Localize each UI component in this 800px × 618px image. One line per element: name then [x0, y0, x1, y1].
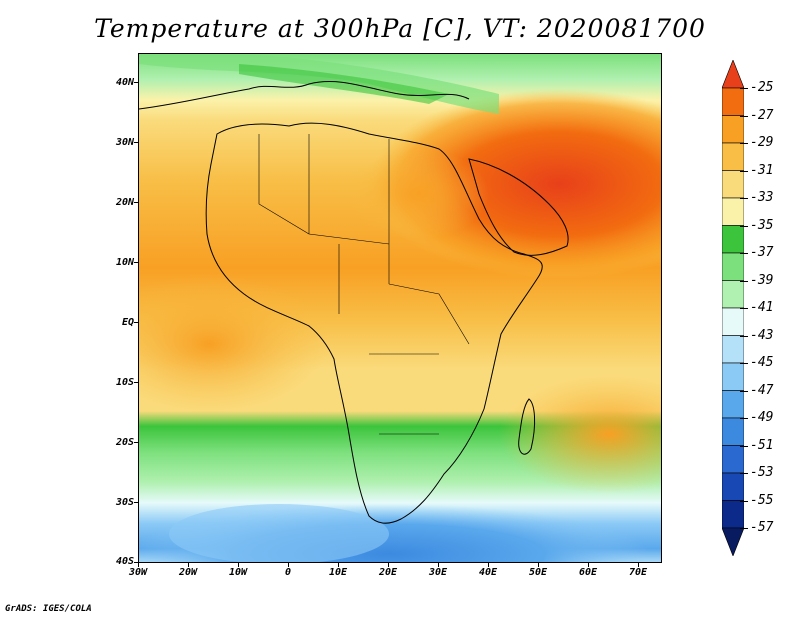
map-title: Temperature at 300hPa [C], VT: 202008170… — [94, 14, 706, 43]
colorbar-tick — [740, 528, 748, 529]
lon-label: 60E — [578, 567, 598, 578]
colorbar-tick — [740, 88, 748, 89]
lon-label: 50E — [528, 567, 548, 578]
colorbar-tick — [740, 335, 748, 337]
lat-tick — [134, 82, 138, 83]
colorbar-cell — [722, 335, 744, 364]
colorbar-cell — [722, 170, 744, 199]
colorbar-tick — [740, 170, 748, 172]
lat-label: 30S — [115, 497, 134, 508]
colorbar-label: -51 — [750, 437, 774, 453]
colorbar-label: -25 — [750, 80, 774, 95]
lat-tick — [134, 562, 138, 563]
lat-label: 20S — [115, 437, 134, 448]
colorbar-cell — [722, 417, 744, 446]
lon-label: 10W — [228, 567, 248, 578]
lat-tick — [134, 442, 138, 443]
lat-tick — [134, 382, 138, 383]
lat-tick — [134, 202, 138, 203]
lat-label: 10S — [115, 377, 134, 388]
colorbar-label: -45 — [750, 355, 774, 370]
colorbar-tick — [740, 473, 748, 474]
lat-tick — [134, 502, 138, 503]
colorbar-label: -53 — [750, 465, 774, 480]
lat-label: 20N — [115, 197, 134, 208]
temperature-map[interactable] — [138, 53, 662, 563]
lon-tick — [438, 563, 439, 567]
colorbar-tick — [740, 198, 748, 199]
colorbar-cell — [722, 445, 744, 474]
lon-tick — [538, 563, 539, 567]
lat-tick — [134, 142, 138, 143]
lon-label: 30W — [128, 567, 148, 578]
colorbar-cell — [722, 472, 744, 501]
colorbar-cell — [722, 527, 744, 556]
lon-tick — [338, 563, 339, 567]
colorbar-tick — [740, 363, 748, 364]
colorbar-label: -47 — [750, 382, 774, 398]
colorbar-cell — [722, 197, 744, 226]
temperature-field — [139, 54, 661, 562]
colorbar-tick — [740, 418, 748, 419]
colorbar-tick — [740, 225, 748, 227]
credit-text: GrADS: IGES/COLA — [5, 604, 92, 614]
lat-label: 10N — [115, 257, 134, 268]
lon-tick — [488, 563, 489, 567]
colorbar-label: -27 — [750, 107, 774, 123]
colorbar-cell — [722, 115, 744, 144]
lon-tick — [188, 563, 189, 567]
colorbar-tick — [740, 500, 748, 502]
lon-tick — [238, 563, 239, 567]
lat-tick — [134, 262, 138, 263]
lon-tick — [588, 563, 589, 567]
colorbar-tick — [740, 253, 748, 254]
lon-label: 40E — [478, 567, 498, 578]
colorbar-cell — [722, 500, 744, 529]
colorbar-cell — [722, 142, 744, 171]
colorbar-label: -37 — [750, 245, 774, 260]
lon-label: 70E — [628, 567, 648, 578]
colorbar-tick — [740, 115, 748, 117]
lat-label: 30N — [115, 137, 134, 148]
lat-label: 40N — [115, 77, 134, 88]
lon-label: 20W — [178, 567, 198, 578]
lat-tick — [134, 322, 138, 323]
colorbar-label: -31 — [750, 162, 774, 178]
lon-tick — [638, 563, 639, 567]
colorbar-cell — [722, 60, 744, 89]
colorbar-label: -43 — [750, 327, 774, 343]
colorbar-label: -33 — [750, 190, 774, 205]
colorbar-cell — [722, 390, 744, 419]
colorbar-label: -41 — [750, 300, 774, 315]
colorbar-cell — [722, 280, 744, 309]
lon-tick — [138, 563, 139, 567]
lat-label: 40S — [115, 556, 134, 567]
colorbar-label: -55 — [750, 492, 774, 508]
colorbar-cell — [722, 307, 744, 336]
colorbar-cell — [722, 362, 744, 391]
colorbar-cell — [722, 252, 744, 281]
colorbar-label: -39 — [750, 272, 774, 288]
colorbar-cell — [722, 87, 744, 116]
colorbar-tick — [740, 390, 748, 392]
colorbar-cell — [722, 225, 744, 254]
lat-label: EQ — [121, 317, 134, 328]
colorbar — [722, 60, 744, 556]
lon-label: 10E — [328, 567, 348, 578]
colorbar-label: -29 — [750, 135, 774, 150]
lon-tick — [388, 563, 389, 567]
colorbar-label: -49 — [750, 410, 774, 425]
colorbar-tick — [740, 143, 748, 144]
colorbar-tick — [740, 308, 748, 309]
colorbar-tick — [740, 280, 748, 282]
lon-label: 0 — [284, 567, 292, 578]
colorbar-tick — [740, 445, 748, 447]
lon-label: 20E — [378, 567, 398, 578]
lon-tick — [288, 563, 289, 567]
colorbar-label: -35 — [750, 217, 774, 233]
lon-label: 30E — [428, 567, 448, 578]
colorbar-label: -57 — [750, 520, 774, 535]
